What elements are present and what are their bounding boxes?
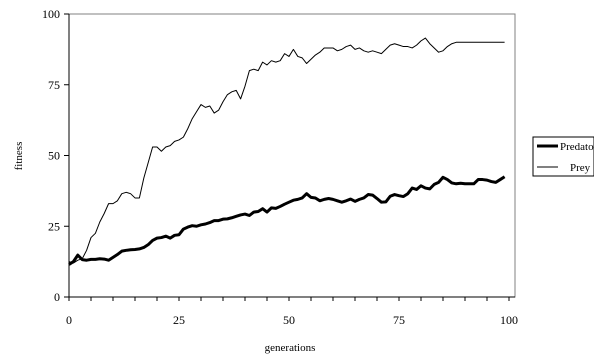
series-line-predator bbox=[68, 175, 506, 266]
plot-area bbox=[68, 13, 516, 298]
x-axis-label: generations bbox=[265, 342, 316, 354]
x-tick-label: 25 bbox=[173, 313, 185, 327]
legend-label-prey: Prey bbox=[570, 162, 591, 174]
y-tick-label: 0 bbox=[54, 290, 60, 304]
legend-label-predator: Predator bbox=[560, 141, 594, 153]
x-tick-label: 0 bbox=[66, 313, 72, 327]
y-tick-label: 75 bbox=[48, 78, 60, 92]
axes bbox=[64, 13, 515, 301]
x-tick-label: 100 bbox=[500, 313, 518, 327]
tick-labels: 0 25 50 75 100 0 25 50 75 100 bbox=[42, 7, 518, 327]
series-line-prey bbox=[68, 37, 505, 264]
series-layer bbox=[68, 37, 506, 266]
y-axis-label: fitness bbox=[13, 142, 25, 171]
legend: Predator Prey bbox=[532, 136, 594, 177]
x-tick-label: 75 bbox=[393, 313, 405, 327]
y-tick-label: 25 bbox=[48, 219, 60, 233]
y-tick-label: 100 bbox=[42, 7, 60, 21]
y-tick-label: 50 bbox=[48, 149, 60, 163]
legend-box bbox=[532, 136, 594, 177]
x-tick-label: 50 bbox=[283, 313, 295, 327]
